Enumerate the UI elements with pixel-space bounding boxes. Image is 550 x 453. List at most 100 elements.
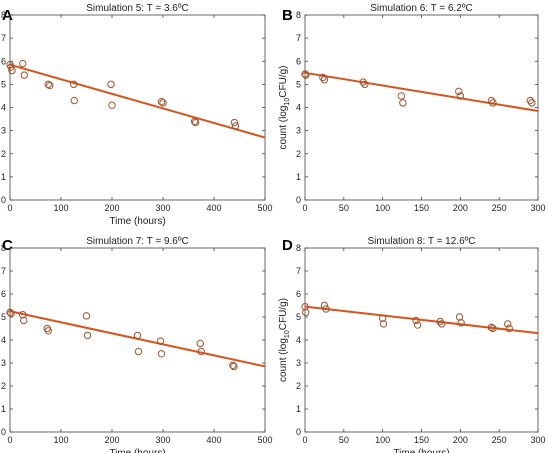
y-tick-label: 7 [1,266,6,276]
x-tick-label: 400 [206,435,221,445]
data-point [320,301,329,310]
y-tick-label: 3 [1,126,6,136]
data-point [322,305,330,313]
y-axis-label: count (log10CFU/g) [278,66,291,150]
data-point [157,350,166,358]
y-tick-label: 4 [1,103,6,113]
x-tick-label: 100 [53,435,68,445]
x-tick-label: 250 [492,435,507,445]
chart-title: Simulation 5: T = 3.6ºC [86,3,189,14]
data-point [487,323,496,332]
y-tick-label: 8 [296,10,301,20]
data-point [528,99,536,107]
y-tick-label: 4 [296,103,301,113]
fit-line [304,305,539,335]
x-tick-label: 200 [104,203,119,213]
data-point [231,122,240,130]
data-point [190,117,199,126]
data-point [359,78,367,86]
data-point [6,308,14,317]
y-tick-label: 8 [1,10,6,20]
fit-line [9,63,266,139]
data-point [505,324,513,333]
y-tick-label: 0 [1,427,6,437]
data-point [108,101,116,109]
y-tick-label: 2 [1,381,6,391]
y-tick-label: 8 [296,243,301,253]
y-tick-label: 6 [1,56,6,66]
y-tick-label: 3 [296,126,301,136]
data-point [319,73,327,82]
fit-line [304,71,539,112]
data-point [399,99,407,107]
x-axis-label: Time (hours) [393,448,449,453]
y-tick-label: 6 [1,289,6,299]
chart-panel-a: A Simulation 5: T = 3.6ºC 0 100 200 300 400 500… [1,3,273,227]
plot-area [9,14,266,201]
data-point [191,118,200,127]
data-point [487,96,496,105]
y-tick-label: 5 [296,312,301,322]
x-tick-label: 0 [302,203,307,213]
x-tick-label: 500 [257,203,272,213]
data-point [456,92,465,100]
y-tick-label: 4 [1,335,6,345]
plot-area [9,247,266,433]
x-tick-label: 150 [414,435,429,445]
x-tick-label: 200 [104,435,119,445]
data-point [455,87,463,96]
data-point [133,331,142,340]
x-tick-label: 300 [155,203,170,213]
x-tick-label: 50 [339,435,349,445]
data-point [196,339,204,348]
data-point [134,347,143,356]
y-tick-label: 7 [1,33,6,43]
x-tick-label: 200 [453,203,468,213]
data-point [20,71,28,79]
panel-letter: B [282,7,293,24]
data-point [19,311,27,319]
y-tick-label: 4 [296,335,301,345]
data-point [19,59,27,68]
data-point [302,308,310,317]
y-tick-label: 8 [1,243,6,253]
data-point [437,320,446,328]
y-axis-label: count (log10CFU/g) [278,298,291,382]
data-point [82,312,91,320]
x-tick-label: 0 [7,203,12,213]
data-point [457,319,465,327]
data-point [197,347,205,356]
data-point [526,96,534,105]
y-tick-label: 3 [296,358,301,368]
x-tick-label: 300 [530,435,545,445]
y-tick-label: 5 [296,79,301,89]
x-tick-label: 150 [414,203,429,213]
y-tick-label: 2 [296,381,301,391]
panel-letter: D [282,237,293,254]
data-point [107,80,115,89]
chart-panel-c: C Simulation 7: T = 9.6ºC 0 100 200 300 400 500… [1,236,273,453]
y-tick-label: 0 [296,195,301,205]
data-point [361,80,369,89]
data-point [44,327,52,335]
plot-area [304,14,539,201]
x-tick-label: 100 [375,435,390,445]
panel-letter: A [2,7,13,24]
data-point [230,118,239,127]
x-tick-label: 250 [492,203,507,213]
y-tick-label: 1 [1,172,6,182]
x-tick-label: 100 [375,203,390,213]
data-point [301,302,309,311]
data-point [489,99,497,107]
data-point [46,81,54,90]
chart-title: Simulation 7: T = 9.6ºC [86,236,189,247]
data-point [302,71,310,79]
data-point [230,362,238,371]
data-point [83,331,92,340]
y-tick-label: 3 [1,358,6,368]
data-point [301,70,309,78]
data-point [44,80,52,89]
data-point [436,317,444,326]
